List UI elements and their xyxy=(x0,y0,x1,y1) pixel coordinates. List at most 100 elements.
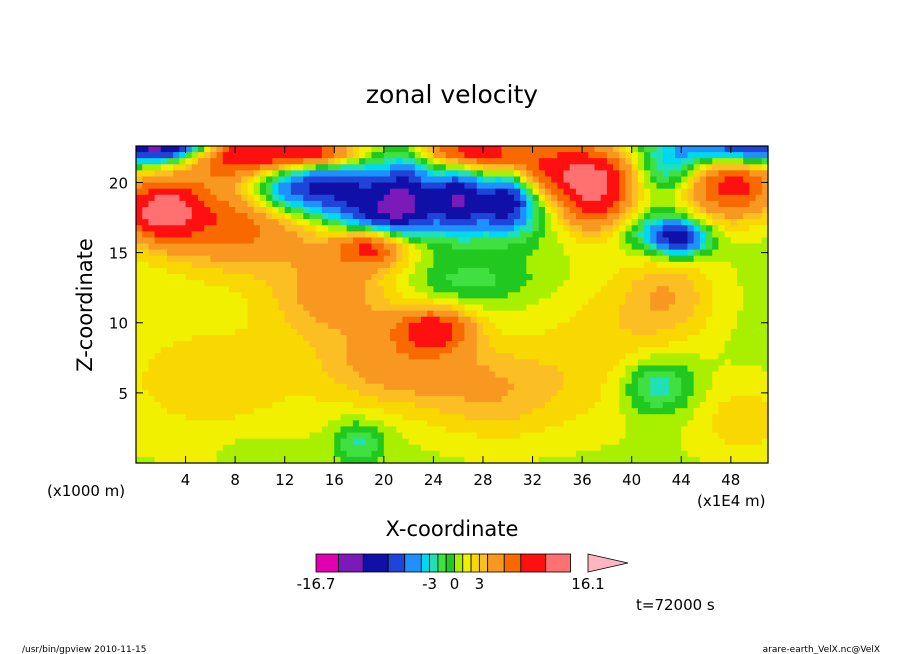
heatmap-cell xyxy=(179,200,187,208)
heatmap-cell xyxy=(563,280,571,287)
heatmap-cell xyxy=(222,438,230,446)
heatmap-cell xyxy=(309,328,317,336)
heatmap-cell xyxy=(637,292,645,300)
heatmap-cell xyxy=(266,286,273,293)
heatmap-cell xyxy=(136,255,143,263)
heatmap-cell xyxy=(321,395,329,403)
heatmap-cell xyxy=(247,146,255,153)
heatmap-cell xyxy=(458,243,465,251)
heatmap-cell xyxy=(631,414,639,421)
heatmap-cell xyxy=(136,316,143,324)
heatmap-cell xyxy=(346,402,354,409)
heatmap-cell xyxy=(755,164,763,171)
heatmap-cell xyxy=(613,267,620,275)
heatmap-cell xyxy=(253,316,261,324)
heatmap-cell xyxy=(414,243,422,251)
heatmap-cell xyxy=(352,170,360,178)
heatmap-cell xyxy=(396,213,404,220)
heatmap-cell xyxy=(222,371,230,379)
heatmap-cell xyxy=(706,164,713,171)
heatmap-cell xyxy=(588,164,596,171)
heatmap-cell xyxy=(724,170,732,178)
heatmap-cell xyxy=(197,200,205,208)
heatmap-cell xyxy=(507,383,515,391)
heatmap-cell xyxy=(569,365,577,373)
heatmap-cell xyxy=(142,395,149,403)
heatmap-cell xyxy=(235,420,242,428)
heatmap-cell xyxy=(253,237,261,245)
heatmap-cell xyxy=(743,225,751,232)
heatmap-cell xyxy=(668,432,676,440)
heatmap-cell xyxy=(489,328,496,336)
heatmap-cell xyxy=(148,359,156,367)
heatmap-cell xyxy=(408,213,416,220)
heatmap-cell xyxy=(631,377,639,385)
heatmap-cell xyxy=(309,334,317,342)
heatmap-cell xyxy=(414,322,422,330)
heatmap-cell xyxy=(575,298,583,306)
heatmap-cell xyxy=(297,219,304,226)
heatmap-cell xyxy=(532,237,540,245)
heatmap-cell xyxy=(613,176,620,184)
heatmap-cell xyxy=(253,341,261,348)
heatmap-cell xyxy=(656,347,664,354)
heatmap-cell xyxy=(743,383,751,391)
heatmap-cell xyxy=(526,280,534,287)
heatmap-cell xyxy=(328,365,335,373)
heatmap-cell xyxy=(228,304,236,312)
heatmap-cell xyxy=(284,310,292,318)
heatmap-cell xyxy=(297,316,304,324)
heatmap-cell xyxy=(136,237,143,245)
heatmap-cell xyxy=(551,231,558,239)
heatmap-cell xyxy=(210,298,218,306)
heatmap-cell xyxy=(148,146,156,153)
heatmap-cell xyxy=(482,274,490,281)
heatmap-cell xyxy=(476,243,484,251)
heatmap-cell xyxy=(538,219,546,226)
heatmap-cell xyxy=(712,316,720,324)
heatmap-cell xyxy=(390,194,397,202)
heatmap-cell xyxy=(476,298,484,306)
heatmap-cell xyxy=(297,255,304,263)
heatmap-cell xyxy=(637,255,645,263)
heatmap-cell xyxy=(204,353,211,360)
heatmap-cell xyxy=(185,402,193,409)
heatmap-cell xyxy=(513,341,521,348)
heatmap-cell xyxy=(724,274,732,281)
heatmap-cell xyxy=(371,146,379,153)
heatmap-cell xyxy=(575,158,583,165)
heatmap-cell xyxy=(414,377,422,385)
heatmap-cell xyxy=(495,426,503,434)
heatmap-cell xyxy=(216,334,224,342)
heatmap-cell xyxy=(142,170,149,178)
heatmap-cell xyxy=(315,176,323,184)
heatmap-cell xyxy=(600,328,608,336)
heatmap-cell xyxy=(160,432,168,440)
heatmap-cell xyxy=(637,158,645,165)
heatmap-cell xyxy=(662,188,670,196)
heatmap-cell xyxy=(340,383,348,391)
heatmap-cell xyxy=(452,188,459,196)
heatmap-cell xyxy=(532,310,540,318)
heatmap-cell xyxy=(136,334,143,342)
heatmap-cell xyxy=(346,267,354,275)
heatmap-cell xyxy=(730,426,738,434)
heatmap-cell xyxy=(699,389,707,397)
heatmap-cell xyxy=(458,420,465,428)
heatmap-cell xyxy=(551,426,558,434)
heatmap-cell xyxy=(507,243,515,251)
heatmap-cell xyxy=(476,359,484,367)
heatmap-cell xyxy=(594,420,602,428)
heatmap-cell xyxy=(241,261,249,269)
heatmap-cell xyxy=(433,255,441,263)
heatmap-cell xyxy=(290,249,298,257)
heatmap-cell xyxy=(644,152,651,159)
heatmap-cell xyxy=(693,420,701,428)
heatmap-cell xyxy=(513,146,521,153)
heatmap-cell xyxy=(247,334,255,342)
heatmap-cell xyxy=(154,371,162,379)
heatmap-cell xyxy=(613,341,620,348)
heatmap-cell xyxy=(507,408,515,415)
heatmap-cell xyxy=(737,310,744,318)
heatmap-cell xyxy=(390,414,397,421)
